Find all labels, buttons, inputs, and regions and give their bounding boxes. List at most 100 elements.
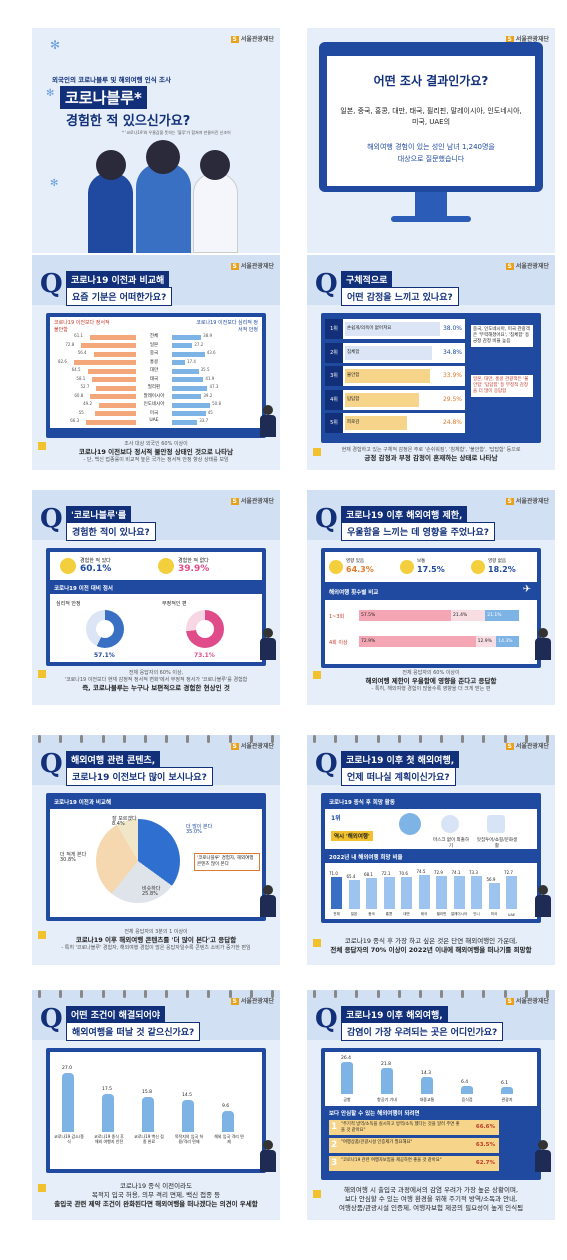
item-text: "주기적 방역/소독을 실시하고 방역/소독 했다는 것을 알려 주면 좋을 것…	[341, 1122, 460, 1133]
first-rank: 1위	[331, 815, 341, 822]
brand-logo: S 서울관광재단	[505, 263, 549, 270]
face-icon	[329, 560, 343, 574]
mask-icon	[441, 815, 459, 833]
slice-label: 비슷하다	[142, 886, 161, 892]
monitor-stand	[415, 192, 447, 216]
country-label: 말레이시아	[143, 393, 165, 399]
question-line2: 언제 떠나실 계획이신가요?	[341, 767, 456, 786]
bar-value: 9.6	[222, 1103, 230, 1109]
item-value: 66.6%	[475, 1124, 495, 1130]
bar-value: 17.5	[102, 1086, 113, 1092]
bar-value: 68.1	[364, 872, 373, 878]
item-value: 62.7%	[475, 1160, 495, 1166]
rank-badge: 1위	[325, 319, 343, 339]
bar	[471, 876, 482, 909]
country-label: 일본	[149, 342, 159, 348]
binder-rings	[38, 990, 274, 998]
chart-panel: 26.4 공항 21.8 항공기 기내 14.3 대중교통 6.4 음식점 6.1 관광지 보다 …	[321, 1048, 541, 1180]
rank-row: 4위 답답함 29.5%	[325, 389, 465, 410]
bar-positive	[172, 351, 205, 357]
bar-value-right: 39.2	[203, 392, 213, 398]
rank-row: 1위 손쉽게/의욕이 없어져요 38.0%	[325, 319, 465, 339]
chart-panel: 영향 있음 64.3% 보통 17.5% 영향 없음 18.2% 해외여행 횟수별 비교 …	[321, 548, 541, 668]
bar-value-right: 41.9	[205, 375, 215, 381]
bar-value: 70.6	[399, 871, 408, 877]
question-line2: 경험한 적이 있나요?	[66, 522, 156, 541]
rank-row: 3위 불안함 33.9%	[325, 366, 465, 386]
q-mark: Q	[40, 269, 63, 299]
caption: 현재 경험하고 있는 구체적 감정은 주로 '손쉬워짐', '침체함', '불안…	[341, 447, 521, 462]
section-title: 코로나19 종식 후 희망 활동	[329, 800, 395, 806]
brand-logo: S 서울관광재단	[505, 36, 549, 43]
presenter-figure	[260, 405, 276, 439]
bar-category: 코로나19 백신 접종 완료	[134, 1134, 164, 1144]
travel-content-card: S 서울관광재단 Q 해외여행 관련 콘텐츠, 코로나19 이전보다 많이 보시나…	[32, 735, 280, 965]
rank-label: 침체함	[347, 349, 360, 355]
bar-value-left: 55	[78, 409, 84, 415]
bar-value-left: 60.8	[74, 392, 84, 398]
q-mark: Q	[315, 269, 338, 299]
bar-value: 73.3	[469, 870, 478, 876]
q-mark: Q	[315, 749, 338, 779]
bar	[401, 877, 412, 909]
bar	[421, 1076, 433, 1094]
bar-category: 필리핀	[436, 912, 447, 916]
bar-value: 14.3	[421, 1070, 432, 1076]
bar-positive	[172, 377, 204, 382]
rank-bar	[345, 416, 407, 430]
no-label: 경험한 적 없다	[178, 558, 209, 564]
rank-label: 답답함	[347, 396, 360, 402]
pie-chart	[96, 819, 180, 903]
title-main: 경험한 적 있으신가요?	[66, 114, 191, 129]
item2-label: 마스크 없이 외출하기	[433, 838, 469, 849]
q-mark: Q	[315, 504, 338, 534]
row-label: 4회 이상	[329, 640, 348, 646]
section-title: 코로나19 이전 대비 정서	[54, 586, 113, 592]
segment-neutral: 21.4%	[451, 610, 486, 621]
no-value: 39.9%	[178, 564, 210, 574]
segment-affected: 72.9%	[359, 636, 476, 647]
people-illustration	[88, 140, 238, 253]
note-icon	[313, 939, 321, 947]
q-mark: Q	[40, 1004, 63, 1034]
bar-category: 말레이시아	[450, 912, 468, 916]
question-line2: 어떤 감정을 느끼고 있나요?	[341, 287, 459, 306]
bar-value-right: 17.4	[187, 358, 196, 364]
bar-negative	[92, 377, 136, 382]
brand-logo: S 서울관광재단	[505, 498, 549, 505]
bar-positive	[172, 334, 202, 340]
rank-label: 불안함	[347, 373, 360, 378]
bar-category: 태국	[420, 912, 428, 916]
legend-right: 코로나19 이전보다 심리적 정서적 안정	[196, 320, 258, 333]
legend-left: 코로나19 이전보다 정서적 불안함	[54, 320, 110, 333]
bar-negative	[94, 411, 136, 416]
title-footnote: * '코로나19'와 우울감을 뜻하는 '블루'가 합쳐져 만들어진 신조어	[122, 130, 231, 135]
country-label: UAE	[149, 418, 159, 423]
rank-bar	[345, 345, 432, 360]
note-icon	[38, 442, 46, 450]
brand-logo: S 서울관광재단	[230, 743, 274, 750]
presenter-figure	[260, 1140, 276, 1174]
bar-positive	[172, 402, 211, 408]
reassurance-item: 1 "주기적 방역/소독을 실시하고 방역/소독 했다는 것을 알려 주면 좋을 …	[329, 1120, 499, 1135]
bar-negative	[74, 360, 136, 365]
brand-logo: S 서울관광재단	[505, 998, 549, 1005]
plane-icon: ✈	[522, 584, 531, 595]
first-rank-label: 역시 '해외여행'	[331, 831, 373, 841]
question-line1: 해외여행 관련 콘텐츠,	[66, 751, 161, 768]
rank-list: 1위 손쉽게/의욕이 없어져요 38.0% 2위 침체함 34.8% 3위 불안함 33.9% 4…	[325, 319, 465, 437]
bar-category: 일본	[350, 912, 358, 916]
question-line1: 코로나19 이후 첫 해외여행,	[341, 751, 460, 768]
side-note-2: 일본, 대만, 홍콩 관광객은 '불안함' '답답함' 등 부정적 감정을 더 …	[471, 375, 533, 397]
bar-category: 해외 입국 격리 면제	[214, 1134, 244, 1144]
smile-face-icon	[158, 558, 174, 574]
bar-negative	[81, 343, 136, 348]
chart-panel: 경험한 적 있다 60.1% 경험한 적 없다 39.9% 코로나19 이전 대…	[46, 548, 266, 666]
question-line2: 우울함을 느끼는 데 영향을 주었나요?	[341, 522, 495, 541]
snowflake-icon: ✻	[46, 88, 55, 99]
bar	[436, 876, 447, 909]
bar-category: 코로나19 종식 후 해외 여행지 안전	[94, 1134, 124, 1144]
survey-countries: 일본, 중국, 홍콩, 대만, 태국, 필리핀, 말레이시아, 인도네시아, 미…	[340, 107, 522, 127]
item-number: 1	[331, 1122, 338, 1132]
survey-tail: 대상으로 질문했습니다	[397, 155, 465, 163]
